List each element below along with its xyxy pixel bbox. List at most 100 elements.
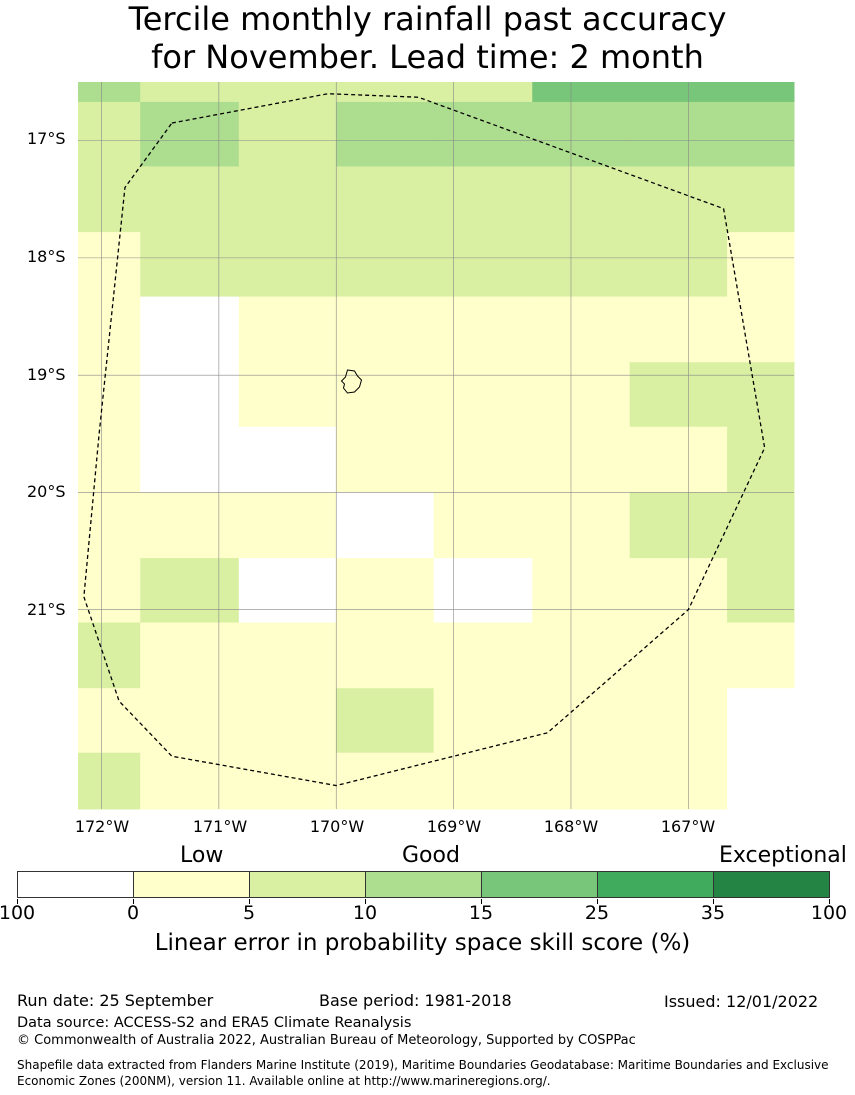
lat-label-18s: 18°S — [27, 247, 66, 266]
skill-cell — [532, 688, 631, 754]
legend-tick-label: 10 — [352, 902, 378, 924]
skill-cell — [433, 752, 533, 810]
skill-cell — [78, 752, 141, 810]
skill-cell — [140, 426, 240, 493]
skill-cell — [629, 362, 728, 428]
legend-category-exceptional: Exceptional — [719, 843, 847, 868]
skill-cell — [238, 82, 337, 103]
skill-cell — [78, 622, 141, 689]
skill-cell — [727, 558, 795, 624]
skill-cell — [78, 166, 141, 233]
skill-cell — [140, 166, 240, 233]
lat-label-21s: 21°S — [27, 600, 66, 619]
skill-cell — [629, 166, 728, 233]
base-period: Base period: 1981-2018 — [319, 991, 512, 1010]
skill-cell — [336, 166, 435, 233]
legend-tick-label: 100 — [810, 902, 848, 924]
skill-cell — [532, 82, 631, 103]
skill-cell — [78, 296, 141, 363]
skill-cell — [336, 82, 435, 103]
skill-cell — [433, 688, 533, 754]
lon-label-170w: 170°W — [309, 817, 365, 836]
legend-tick — [365, 899, 366, 904]
skill-cell — [629, 492, 728, 559]
skill-cell — [727, 688, 795, 754]
skill-cell — [140, 101, 240, 167]
skill-map — [78, 82, 795, 810]
skill-cell — [532, 558, 631, 624]
skill-cell — [78, 232, 141, 298]
skill-cell — [238, 101, 337, 167]
legend-tick — [481, 899, 482, 904]
legend-color-swatch — [481, 871, 598, 898]
skill-cell — [238, 558, 337, 624]
legend-tick-label: 15 — [468, 902, 494, 924]
run-date: Run date: 25 September — [17, 991, 214, 1010]
legend-tick-label: 100 — [0, 902, 36, 924]
skill-cell — [336, 362, 435, 428]
skill-cell — [336, 296, 435, 363]
skill-cell — [336, 426, 435, 493]
skill-cell — [140, 492, 240, 559]
lon-label-169w: 169°W — [426, 817, 482, 836]
legend-tick-label: 5 — [242, 902, 256, 924]
skill-cell — [433, 426, 533, 493]
skill-cell — [238, 752, 337, 810]
skill-cell — [433, 362, 533, 428]
legend-category-good: Good — [402, 843, 460, 868]
lat-lon-gridlines — [78, 82, 794, 809]
skill-cell — [140, 622, 240, 689]
skill-cell — [238, 688, 337, 754]
skill-cell — [140, 232, 240, 298]
copyright: © Commonwealth of Australia 2022, Austra… — [17, 1033, 636, 1048]
skill-cell — [629, 688, 728, 754]
skill-cell — [433, 296, 533, 363]
skill-cell — [532, 426, 631, 493]
chart-title-line2: for November. Lead time: 2 month — [151, 38, 704, 76]
legend-color-swatch — [249, 871, 366, 898]
lon-label-167w: 167°W — [660, 817, 716, 836]
skill-cell — [140, 688, 240, 754]
skill-cell — [336, 622, 435, 689]
skill-cell — [727, 101, 795, 167]
skill-cell — [727, 426, 795, 493]
skill-cell — [727, 752, 795, 810]
skill-cell — [727, 82, 795, 103]
skill-cell — [78, 492, 141, 559]
skill-cell — [727, 166, 795, 233]
skill-cell — [532, 166, 631, 233]
skill-cell — [336, 752, 435, 810]
skill-cell — [433, 166, 533, 233]
skill-cell — [140, 558, 240, 624]
data-source: Data source: ACCESS-S2 and ERA5 Climate … — [17, 1015, 412, 1031]
skill-cell — [532, 622, 631, 689]
skill-cell — [238, 232, 337, 298]
skill-cell — [78, 82, 141, 103]
skill-cell — [629, 622, 728, 689]
skill-cell — [140, 82, 240, 103]
skill-cell — [140, 296, 240, 363]
skill-cell — [433, 558, 533, 624]
legend-tick-label: 35 — [700, 902, 726, 924]
skill-cell — [78, 101, 141, 167]
skill-cell — [78, 426, 141, 493]
legend-tick — [713, 899, 714, 904]
skill-cell — [336, 688, 435, 754]
skill-cell — [433, 232, 533, 298]
skill-cell — [78, 362, 141, 428]
skill-cell — [727, 622, 795, 689]
skill-cell — [532, 752, 631, 810]
skill-cell — [238, 492, 337, 559]
lat-label-17s: 17°S — [27, 129, 66, 148]
skill-cell — [78, 688, 141, 754]
legend-tick — [829, 899, 830, 904]
skill-cell — [238, 622, 337, 689]
skill-cell — [433, 492, 533, 559]
legend-tick-label: 0 — [126, 902, 140, 924]
lat-label-19s: 19°S — [27, 365, 66, 384]
legend-color-swatch — [365, 871, 482, 898]
skill-cell — [336, 232, 435, 298]
skill-cell — [140, 752, 240, 810]
skill-cell — [238, 296, 337, 363]
skill-cell — [532, 232, 631, 298]
